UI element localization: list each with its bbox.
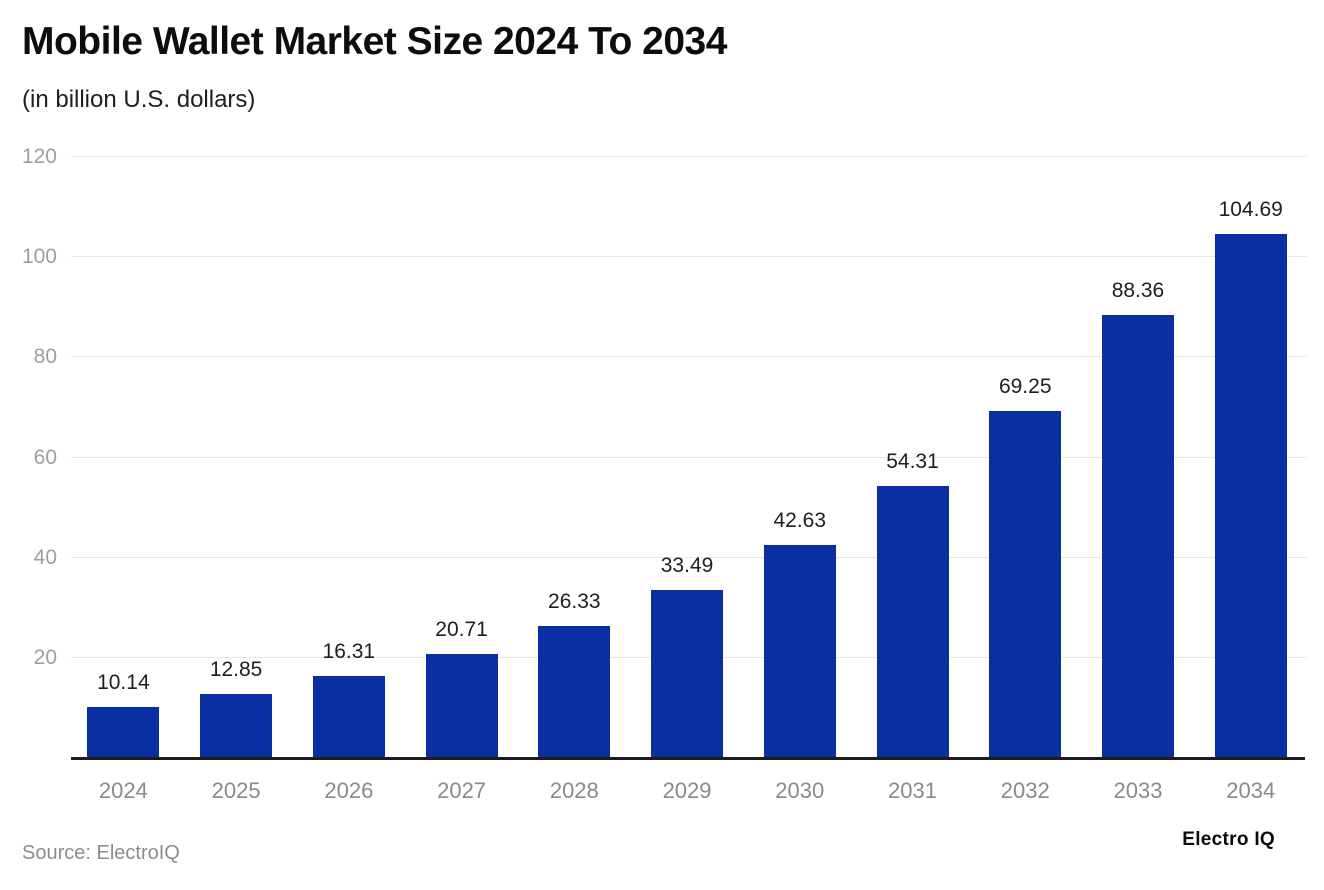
bar-group: 26.33 2028 [518, 157, 631, 803]
y-axis-tick-label: 40 [33, 545, 57, 569]
x-axis-tick-label: 2027 [437, 778, 487, 803]
bar [538, 626, 611, 758]
bar [200, 693, 273, 758]
x-axis-tick-label: 2030 [775, 778, 825, 803]
bar [1214, 233, 1287, 758]
bar-group: 54.31 2031 [856, 157, 969, 803]
x-axis-tick-label: 2028 [549, 778, 599, 803]
bars-layer: 10.14 2024 12.85 2025 16.31 2026 20.71 2027 26.3… [67, 157, 1307, 803]
bar [876, 486, 949, 758]
gridline [71, 456, 1307, 458]
chart-subtitle: (in billion U.S. dollars) [22, 86, 256, 113]
bar-group: 12.85 2025 [180, 157, 293, 803]
x-axis-tick-label: 2033 [1113, 778, 1163, 803]
x-axis-tick-label: 2034 [1226, 778, 1276, 803]
bar-group: 88.36 2033 [1082, 157, 1195, 803]
bar [425, 654, 498, 758]
x-axis-tick-label: 2024 [98, 778, 148, 803]
bar-group: 69.25 2032 [969, 157, 1082, 803]
bar-value-label: 42.63 [773, 508, 827, 532]
bar-value-label: 16.31 [322, 640, 376, 664]
bar-value-label: 54.31 [886, 450, 939, 473]
plot-area: 20 40 60 80 100 120 10.14 2024 12.85 2025 16.31 20… [22, 146, 1307, 803]
brand-logo: Electro IQ [1182, 829, 1275, 850]
bar-group: 33.49 2029 [631, 157, 744, 803]
y-axis-tick-label: 120 [21, 145, 57, 168]
bar-value-label: 88.36 [1111, 279, 1165, 303]
bar [1101, 315, 1174, 758]
y-axis-tick-label: 80 [33, 345, 57, 369]
x-axis-tick-label: 2032 [1000, 778, 1050, 803]
bar [989, 411, 1062, 758]
x-axis-tick-label: 2031 [888, 778, 937, 803]
bar [87, 707, 160, 758]
bar-value-label: 33.49 [660, 554, 714, 578]
gridline [71, 556, 1307, 558]
bar-value-label: 12.85 [209, 657, 263, 681]
bar-group: 104.69 2034 [1194, 157, 1307, 803]
bar [312, 676, 385, 758]
y-axis-tick-label: 100 [21, 245, 57, 269]
x-axis-tick-label: 2026 [324, 778, 374, 803]
bar-value-label: 69.25 [998, 375, 1052, 399]
bar-value-label: 26.33 [548, 590, 601, 614]
gridline [71, 156, 1307, 157]
bar-group: 20.71 2027 [405, 157, 518, 803]
bar [651, 590, 724, 758]
bar-group: 10.14 2024 [67, 157, 180, 803]
y-axis-tick-label: 60 [33, 445, 57, 469]
bar-value-label: 20.71 [435, 618, 488, 642]
bar-group: 42.63 2030 [743, 157, 856, 803]
x-axis-tick-label: 2029 [662, 778, 712, 803]
bar-value-label: 10.14 [97, 671, 150, 695]
bar-group: 16.31 2026 [292, 157, 405, 803]
x-axis-tick-label: 2025 [211, 778, 261, 803]
bar-value-label: 104.69 [1218, 197, 1283, 221]
gridline [71, 356, 1307, 358]
source-label: Source: ElectroIQ [22, 842, 180, 864]
gridline [71, 256, 1307, 258]
chart-title: Mobile Wallet Market Size 2024 To 2034 [22, 20, 727, 63]
x-axis-line [71, 757, 1305, 760]
y-axis-tick-label: 20 [33, 645, 57, 669]
bar [763, 544, 836, 758]
